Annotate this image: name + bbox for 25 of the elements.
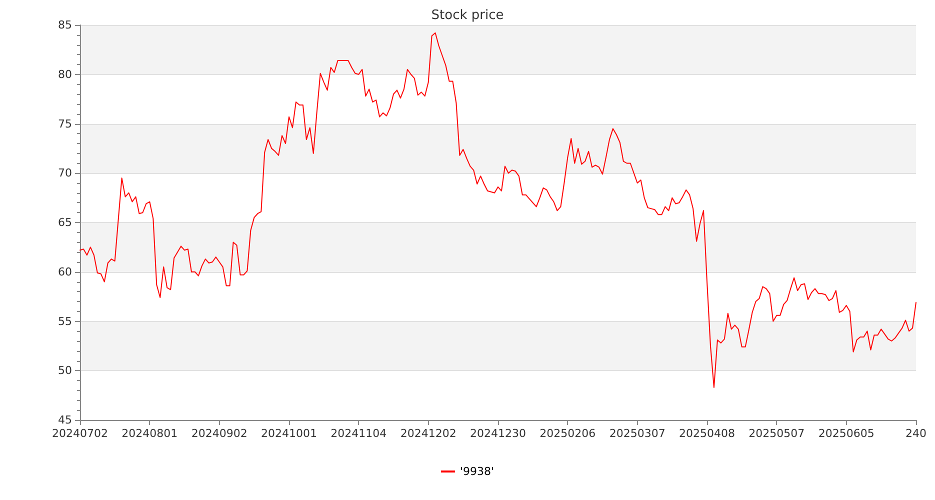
y-tick-label: 55: [58, 314, 72, 328]
x-tick-label: 20240702: [52, 427, 108, 440]
legend-label: '9938': [460, 465, 494, 478]
y-tick-label: 45: [58, 414, 72, 426]
x-tick-label: 20241202: [400, 427, 456, 440]
x-tick-label: 20241104: [330, 427, 387, 440]
x-tick-label: 20241230: [470, 427, 526, 440]
x-tick-label: 20240801: [122, 427, 178, 440]
chart-title: Stock price: [431, 8, 504, 23]
x-tick-label: 240: [906, 427, 926, 440]
x-tick-label: 20241001: [261, 427, 317, 440]
y-tick-label: 70: [58, 166, 72, 180]
y-tick-label: 75: [58, 117, 72, 130]
y-tick-label: 85: [58, 18, 72, 32]
x-tick-label: 20240902: [191, 427, 248, 440]
y-tick-label: 60: [58, 265, 72, 278]
y-tick-label: 50: [58, 364, 72, 378]
x-tick-label: 20250307: [609, 427, 666, 440]
y-tick-label: 65: [58, 216, 72, 229]
x-tick-label: 20250605: [818, 427, 874, 440]
x-tick-label: 20250507: [748, 427, 805, 440]
y-tick-label: 80: [58, 68, 72, 81]
line-series: [80, 32, 916, 388]
x-tick-label: 20250206: [540, 427, 596, 440]
x-tick-label: 20250408: [679, 427, 735, 440]
